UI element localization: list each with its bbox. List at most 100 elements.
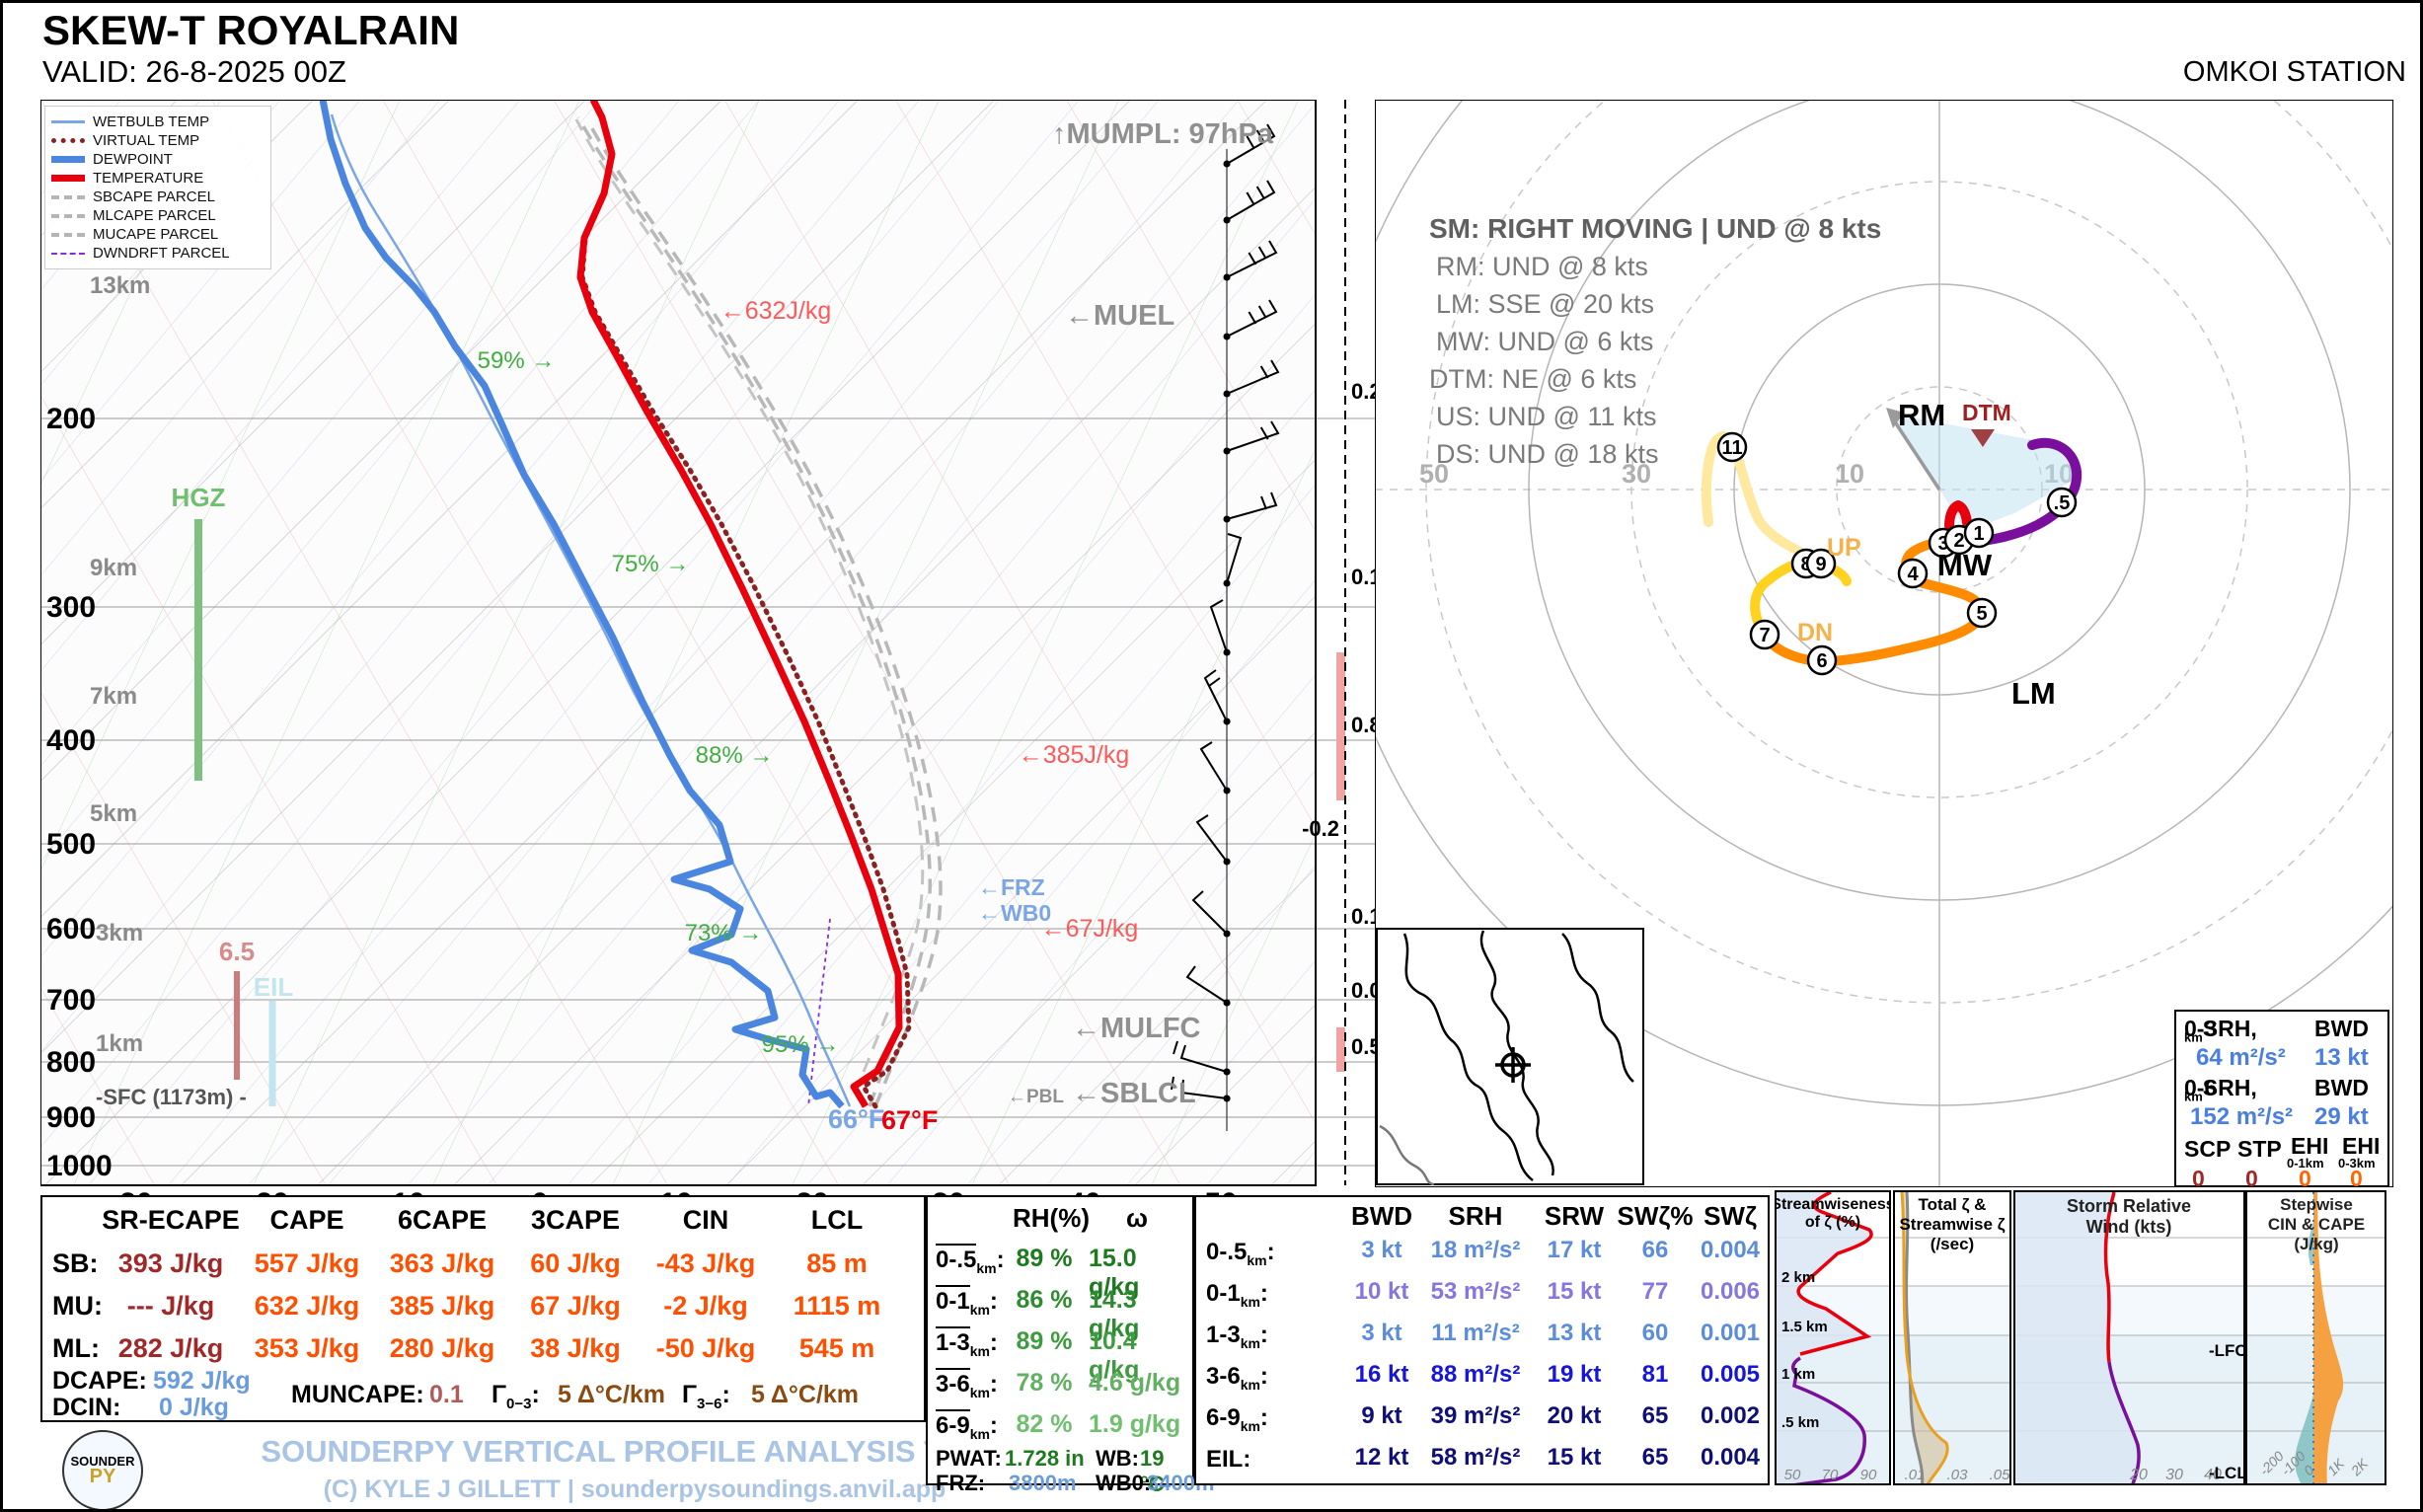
svg-text:-0.2: -0.2 (1302, 816, 1339, 841)
svg-text:←WB0: ←WB0 (978, 900, 1051, 926)
trace-6-9km (1750, 556, 1852, 645)
storm-motion-arrow (1890, 416, 1941, 491)
srw-upper-curve (2103, 1191, 2116, 1363)
hodograph-rings (1375, 100, 2393, 1187)
svg-text:DS: UND @ 18 kts: DS: UND @ 18 kts (1436, 439, 1658, 469)
bwd-0-6-value: 29 kt (2314, 1103, 2369, 1130)
lcl-marker-label: -LCL (2209, 1464, 2243, 1482)
pressure-axis-labels: 200 300 400 500 600 700 800 900 1000 (46, 403, 113, 1182)
mlcape-parcel-curve (586, 120, 943, 1107)
svg-text:.03: .03 (1947, 1467, 1969, 1483)
svg-text:0.1: 0.1 (1351, 565, 1375, 589)
mw-label: MW (1937, 548, 1993, 582)
dtm-marker (1971, 429, 1995, 447)
svg-text:200: 200 (46, 403, 96, 435)
copyright: (C) KYLE J GILLETT | sounderpysoundings.… (323, 1475, 946, 1503)
surface-dewpoint-f: 66°F (828, 1104, 884, 1134)
valid-time: VALID: 26-8-2025 00Z (42, 54, 346, 89)
svg-text:MW: UND @ 6 kts: MW: UND @ 6 kts (1436, 327, 1653, 356)
legend-item: DWNDRFT PARCEL (51, 244, 265, 263)
shear-table: BWD SRH SRW SWζ% SWζ 0-.5km: 3 kt 18 m²/… (1194, 1195, 1770, 1485)
wind-barbs (1171, 123, 1280, 1099)
eil-label: EIL (254, 972, 294, 1002)
svg-text:3: 3 (1937, 533, 1948, 555)
svg-text:900: 900 (46, 1101, 96, 1134)
up-label: UP (1827, 534, 1861, 562)
svg-text:←632J/kg: ←632J/kg (720, 297, 832, 325)
streamwiseness-panel: 2 km 1.5 km 1 km .5 km 50 70 90 Streamwisene… (1771, 1190, 1895, 1487)
hodograph-panel: 50 30 10 10 11 7 6 8 9 4 5 3 2 1 .5 (1375, 100, 2393, 1187)
legend-item: SBCAPE PARCEL (51, 188, 265, 206)
svg-text:5: 5 (1976, 603, 1987, 625)
svg-text:.01: .01 (1905, 1467, 1926, 1483)
svg-text:←MULFC: ←MULFC (1072, 1013, 1201, 1044)
svg-text:75% →: 75% → (612, 551, 690, 577)
streamwiseness-chart: 2 km 1.5 km 1 km .5 km 50 70 90 Streamwisene… (1771, 1190, 1895, 1487)
rh-table: RH(%) ω 0-.5km: 89 % 15.0 g/kg 0-1km: 86… (926, 1195, 1215, 1496)
omega-bar-1 (1336, 652, 1345, 800)
svg-text:0.8: 0.8 (1351, 713, 1375, 737)
svg-text:Total ζ &: Total ζ & (1919, 1195, 1987, 1214)
dtm-label: DTM (1962, 400, 2011, 425)
svg-text:50: 50 (1784, 1467, 1801, 1483)
svg-text:1.5 km: 1.5 km (1781, 1319, 1828, 1335)
map-border-gray (1379, 1124, 1435, 1186)
station-crosshair (1495, 1047, 1531, 1083)
legend-item: TEMPERATURE (51, 169, 265, 188)
svg-text:3km: 3km (96, 920, 143, 946)
svg-text:400: 400 (46, 724, 96, 757)
wetbulb-curve (330, 113, 852, 1107)
svg-text:US: UND @ 11 kts: US: UND @ 11 kts (1436, 402, 1656, 431)
svg-text:SM: RIGHT MOVING | UND @ 8 kts: SM: RIGHT MOVING | UND @ 8 kts (1429, 213, 1881, 244)
map-border-c (1561, 933, 1634, 1083)
surface-temp-f: 67°F (881, 1105, 938, 1135)
legend-item: DEWPOINT (51, 150, 265, 169)
svg-text:4: 4 (1907, 564, 1919, 585)
stp-label: STP (2237, 1136, 2282, 1162)
mucape-parcel-curve (574, 118, 925, 1073)
storm-motion-info: SM: RIGHT MOVING | UND @ 8 kts RM: UND @… (1429, 213, 1881, 469)
sfc-label: -SFC (1173m) - (96, 1085, 247, 1109)
storm-motion-arrowhead (1886, 408, 1904, 428)
svg-text:11: 11 (1721, 437, 1742, 459)
svg-text:0.5: 0.5 (1351, 1034, 1375, 1059)
svg-text:7: 7 (1759, 625, 1770, 646)
srw-fill (2015, 1192, 2140, 1487)
srw-panel: 20 30 40 -LFC -LCL Storm Relative Wind (kts… (2013, 1190, 2247, 1488)
tool-title: SOUNDERPY VERTICAL PROFILE ANALYSIS TOOL (261, 1434, 1009, 1469)
legend-item: WETBULB TEMP (51, 113, 265, 131)
legend-item: VIRTUAL TEMP (51, 131, 265, 150)
svg-text:←SBLCL: ←SBLCL (1072, 1078, 1196, 1109)
frz-wb0-labels: ←FRZ ←WB0 (978, 874, 1051, 926)
station-name: OMKOI STATION (2182, 56, 2406, 88)
scp-value: 0 (2192, 1166, 2205, 1191)
ehi3-value: 0 (2350, 1166, 2363, 1191)
downdraft-line-swatch (51, 252, 85, 255)
ehi1-label: EHI (2291, 1133, 2329, 1159)
total-zeta-panel: .01 .03 .05 Total ζ & Streamwise ζ (/sec) (1893, 1190, 2011, 1488)
svg-text:30: 30 (2165, 1467, 2183, 1483)
stepwise-cin-area (2295, 1222, 2313, 1487)
scp-label: SCP (2184, 1136, 2232, 1162)
srh-0-6-value: 152 m²/s² (2190, 1103, 2294, 1130)
skewt-border (40, 100, 1317, 1186)
mucape-line-swatch (51, 232, 85, 237)
svg-text:10: 10 (1835, 459, 1864, 489)
svg-text:(/sec): (/sec) (1931, 1235, 1974, 1253)
svg-text:DTM: NE @ 6 kts: DTM: NE @ 6 kts (1429, 364, 1636, 394)
hgz-label: HGZ (172, 483, 226, 512)
bwd-header-1: BWD (2314, 1016, 2369, 1041)
bwd-header-2: BWD (2314, 1075, 2369, 1100)
svg-text:2 km: 2 km (1781, 1269, 1815, 1286)
svg-text:(J/kg): (J/kg) (2294, 1235, 2338, 1253)
svg-text:700: 700 (46, 984, 96, 1017)
svg-text:73% →: 73% → (685, 920, 763, 946)
svg-text:RM: UND @ 8 kts: RM: UND @ 8 kts (1436, 252, 1648, 281)
dn-label: DN (1797, 619, 1833, 646)
svg-text:1: 1 (1973, 523, 1984, 545)
svg-text:30: 30 (1622, 459, 1651, 489)
ehi1-value: 0 (2299, 1166, 2311, 1191)
